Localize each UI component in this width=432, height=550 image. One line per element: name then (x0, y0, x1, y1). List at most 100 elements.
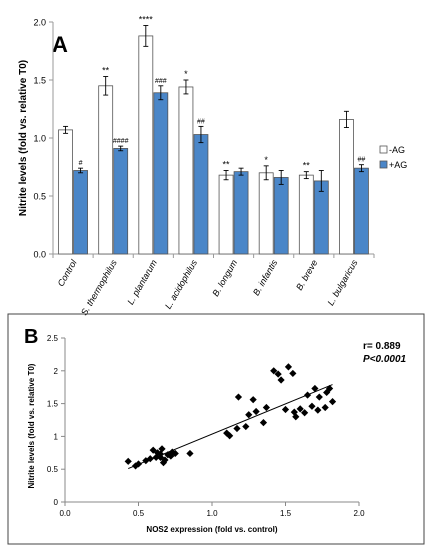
scatter-point (159, 459, 168, 467)
scatter-point (274, 370, 282, 378)
panel-b-y-tick-label: 1 (54, 432, 59, 441)
bar-plus-ag (354, 167, 369, 255)
significance-marker: #### (113, 138, 129, 145)
panel-a-category-label: L. acidophilus (163, 258, 199, 311)
bar-plus-ag (313, 180, 329, 255)
significance-marker: * (184, 69, 188, 79)
scatter-point (161, 456, 169, 464)
panel-a-y-tick-label: 1.0 (33, 134, 46, 144)
scatter-point (131, 462, 140, 470)
bar-plus-ag (153, 92, 169, 255)
panel-b-x-tick-label: 1.5 (280, 509, 292, 518)
scatter-point (270, 367, 278, 375)
legend-swatch-minus-ag (379, 145, 388, 154)
scatter-point (303, 391, 312, 399)
panel-b-r-value: r= 0.889 (363, 341, 401, 352)
scatter-point (156, 450, 165, 458)
significance-marker: ## (358, 157, 366, 164)
scatter-point (323, 388, 331, 397)
scatter-point (249, 396, 257, 404)
panel-b-y-tick-label: 0.5 (47, 465, 59, 474)
scatter-point (326, 384, 334, 393)
scatter-point (233, 424, 241, 433)
panel-b-y-tick-label: 2 (54, 367, 59, 376)
panel-b-label: B (24, 326, 38, 348)
scatter-point (134, 460, 143, 468)
scatter-point (308, 402, 316, 410)
panel-a-category-label: B. infantis (251, 258, 280, 298)
panel-a-y-tick-label: 2.0 (33, 18, 46, 28)
bar-minus-ag (258, 172, 274, 255)
significance-marker: ** (303, 161, 311, 171)
bar-plus-ag (233, 171, 249, 255)
scatter-point (262, 403, 270, 412)
panel-b-y-tick-label: 1.5 (47, 400, 59, 409)
scatter-point (171, 449, 179, 458)
significance-marker: * (264, 155, 268, 165)
bar-minus-ag (298, 174, 314, 255)
scatter-point (234, 393, 243, 401)
panel-a-legend: -AG +AG (379, 145, 407, 170)
significance-marker: ** (223, 159, 231, 169)
panel-b-axes: 0 0.5 1 1.5 2 2.5 0.0 0.5 1.0 1.5 2.0 (47, 334, 365, 518)
scatter-point (328, 398, 337, 406)
scatter-point (152, 453, 160, 461)
panel-a-y-axis-title: Nitrite levels (fold vs. relative T0) (18, 60, 29, 216)
significance-marker: ** (102, 66, 110, 76)
panel-a-y-tick-label: 1.5 (33, 76, 46, 86)
significance-marker: **** (139, 14, 154, 24)
panel-b-x-axis-title: NOS2 expression (fold vs. control) (146, 525, 277, 534)
panel-a-category-label: S. thermophilus (79, 258, 119, 318)
panel-b-y-tick-label: 0 (54, 498, 59, 507)
bar-plus-ag (193, 134, 209, 255)
scatter-point (245, 411, 253, 419)
bar-plus-ag (273, 177, 289, 255)
bar-plus-ag (113, 148, 129, 255)
panel-b-x-tick-label: 2.0 (353, 509, 365, 518)
scatter-point (315, 393, 323, 401)
panel-b-y-tick-label: 2.5 (47, 334, 59, 343)
scatter-point (259, 419, 268, 427)
scatter-point (154, 449, 162, 457)
bar-plus-ag (73, 170, 88, 255)
bar-minus-ag (339, 119, 354, 255)
scatter-point (311, 384, 319, 393)
scatter-point (124, 457, 132, 465)
panel-b-x-tick-label: 1.0 (206, 509, 218, 518)
scatter-point (158, 445, 166, 453)
scatter-point (296, 405, 304, 413)
scatter-point (149, 446, 157, 454)
panel-a-category-label: Control (56, 257, 80, 288)
scatter-point (242, 422, 250, 431)
panel-b-scatter-chart: B r= 0.889 P<0.0001 Nitrite levels (fold… (7, 313, 425, 545)
bar-minus-ag (178, 86, 194, 255)
scatter-point (146, 455, 154, 463)
panel-b-y-axis-title: Nitrite levels (fold vs. relative T0) (27, 363, 36, 488)
panel-a-label: A (52, 32, 68, 57)
panel-a-category-label: L. bulgaricus (325, 258, 359, 308)
scatter-point (301, 409, 309, 417)
bar-minus-ag (218, 174, 234, 255)
panel-a-category-label: L. plantarum (125, 258, 159, 307)
significance-marker: ### (155, 78, 167, 85)
bar-minus-ag (58, 129, 73, 255)
panel-b-x-tick-label: 0.5 (133, 509, 145, 518)
legend-label-minus-ag: -AG (389, 145, 405, 155)
scatter-point (289, 369, 297, 378)
significance-marker: ## (197, 118, 205, 125)
scatter-point (314, 406, 322, 414)
panel-b-frame (7, 313, 425, 545)
scatter-point (281, 405, 290, 414)
scatter-point (284, 363, 293, 371)
significance-marker: # (79, 160, 83, 167)
panel-b-points (124, 363, 337, 470)
scatter-point (292, 413, 300, 421)
scatter-point (252, 407, 260, 416)
scatter-point (226, 432, 234, 440)
panel-a-bar-chart: A Nitrite levels (fold vs. relative T0) … (18, 14, 407, 317)
panel-a-bars: #**####****###*##** ***## (58, 14, 369, 255)
bar-minus-ag (138, 35, 154, 255)
panel-a-y-tick-label: 0.5 (33, 192, 46, 202)
legend-label-plus-ag: +AG (389, 160, 407, 170)
